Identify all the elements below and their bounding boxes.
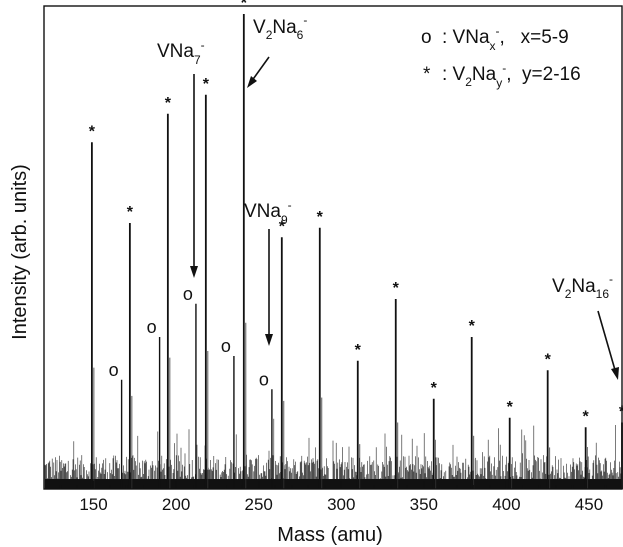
circle-marker: o (259, 369, 269, 389)
annotation-v2na6: V2Na6- (247, 13, 307, 88)
star-marker: * (355, 342, 362, 359)
star-marker: * (583, 408, 590, 425)
x-tick-label: 350 (410, 495, 438, 514)
legend-text-v2nay: : V2Nay-, y=2-16 (442, 61, 581, 90)
star-marker: * (469, 318, 476, 335)
axes: 150 200 250 300 350 400 450 (43, 5, 623, 514)
star-marker: * (317, 209, 324, 226)
noise-band (45, 479, 621, 489)
star-marker: * (279, 218, 286, 235)
x-tick-label: 150 (79, 495, 107, 514)
circle-marker: o (221, 336, 231, 356)
star-marker: * (507, 399, 514, 416)
star-marker: * (127, 204, 134, 221)
star-marker: * (203, 76, 210, 93)
plot-frame (43, 5, 623, 490)
peak-lines (90, 14, 623, 489)
circle-marker: o (147, 317, 157, 337)
svg-text:VNa7-: VNa7- (157, 38, 205, 67)
svg-text:V2Na6-: V2Na6- (253, 13, 307, 42)
x-tick-label: 450 (575, 495, 603, 514)
svg-text:V2Na16-: V2Na16- (552, 272, 613, 301)
circle-marker: o (109, 360, 119, 380)
svg-text:VNa9-: VNa9- (244, 198, 292, 227)
annotation-vna9: VNa9- (244, 198, 292, 346)
legend: o : VNax-, x=5-9 * : V2Nay-, y=2-16 (421, 24, 581, 90)
legend-text-vnax: : VNax-, x=5-9 (442, 24, 569, 53)
star-marker: * (393, 280, 400, 297)
x-tick-label: 300 (327, 495, 355, 514)
star-marker: * (619, 404, 623, 421)
y-axis-title: Intensity (arb. units) (9, 164, 31, 340)
annotation-v2na16: V2Na16- (552, 272, 619, 380)
circle-marker: o (183, 284, 193, 304)
x-tick-label: 200 (162, 495, 190, 514)
star-marker: * (165, 95, 172, 112)
x-tick-label: 250 (244, 495, 272, 514)
x-tick-label: 400 (492, 495, 520, 514)
legend-marker-star: * (423, 64, 431, 85)
noise-baseline (44, 418, 623, 489)
star-marker: * (431, 380, 438, 397)
star-marker: * (89, 123, 96, 140)
x-axis-title: Mass (amu) (277, 524, 383, 546)
star-marker: * (545, 351, 552, 368)
legend-marker-circle: o (421, 27, 432, 48)
annotation-vna7: VNa7- (157, 38, 205, 278)
